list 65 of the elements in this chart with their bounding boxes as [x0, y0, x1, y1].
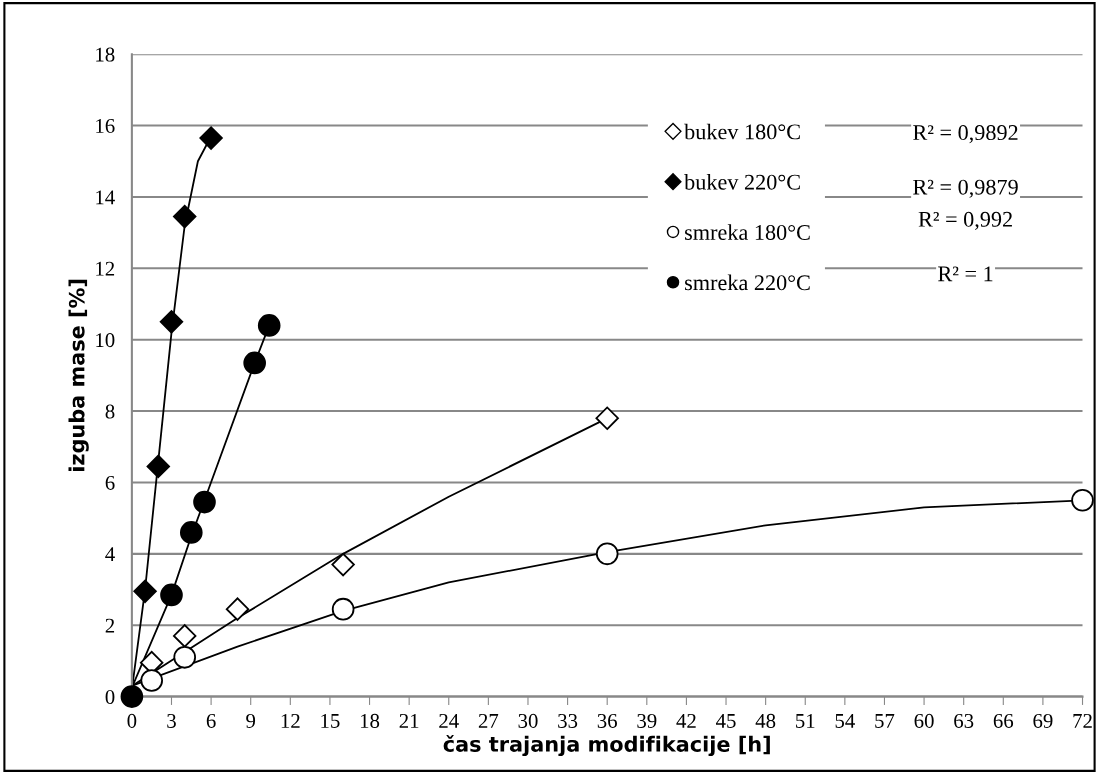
point — [172, 624, 197, 648]
annotation: R² = 0,992 — [918, 211, 1012, 230]
point — [173, 646, 197, 669]
x-tick-label: 6 — [206, 713, 216, 728]
x-tick-label: 21 — [399, 713, 419, 728]
x-axis-title: čas trajanja modifikacije [h] — [443, 734, 770, 757]
y-tick-label: 0 — [105, 689, 115, 705]
x-tick-label: 63 — [954, 713, 974, 728]
point — [179, 521, 203, 544]
x-tick-label: 24 — [439, 713, 459, 728]
legend-label: smreka 220°C — [685, 274, 810, 291]
annotation: R² = 0,9892 — [913, 125, 1018, 144]
x-tick-label: 3 — [167, 713, 176, 728]
legend-label: bukev 180°C — [684, 123, 800, 140]
point — [140, 669, 164, 692]
point — [160, 583, 183, 607]
x-tick-label: 18 — [360, 713, 380, 728]
y-tick-label: 8 — [105, 404, 115, 419]
x-tick-label: 60 — [914, 713, 934, 728]
y-tick-label: 6 — [105, 475, 115, 490]
x-tick-label: 48 — [755, 713, 776, 728]
y-tick-label: 2 — [105, 618, 115, 633]
point — [331, 597, 355, 621]
x-tick-label: 45 — [716, 714, 736, 728]
point — [172, 204, 197, 229]
point — [146, 454, 170, 479]
x-tick-label: 15 — [321, 713, 340, 728]
point — [257, 314, 281, 337]
x-tick-label: 69 — [1033, 713, 1053, 728]
point — [193, 490, 216, 514]
x-tick-label: 27 — [478, 713, 499, 728]
annotation: R² = 0,9879 — [913, 179, 1018, 198]
x-tick-label: 0 — [127, 713, 137, 728]
point — [199, 126, 223, 150]
legend-label: smreka 180°C — [685, 224, 810, 240]
point — [225, 597, 250, 621]
x-tick-label: 12 — [281, 713, 300, 728]
x-tick-label: 36 — [597, 713, 617, 728]
x-tick-label: 57 — [875, 714, 895, 728]
point — [595, 542, 619, 566]
point — [120, 685, 144, 708]
x-tick-label: 30 — [518, 713, 538, 728]
x-tick-label: 42 — [676, 713, 696, 728]
x-tick-label: 9 — [246, 713, 256, 728]
point — [243, 351, 266, 375]
point — [159, 310, 184, 334]
y-tick-label: 12 — [96, 261, 115, 276]
x-tick-label: 72 — [1073, 713, 1092, 728]
x-tick-label: 39 — [637, 713, 657, 728]
legend-label: bukev 220°C — [684, 174, 800, 190]
y-tick-label: 10 — [96, 333, 115, 348]
x-tick-label: 54 — [835, 714, 855, 728]
point — [133, 579, 157, 604]
annotation: R² = 1 — [938, 266, 993, 282]
y-tick-label: 14 — [96, 190, 115, 205]
y-tick-label: 18 — [96, 47, 115, 62]
point — [595, 406, 619, 430]
point — [1071, 488, 1094, 512]
point — [331, 552, 355, 577]
x-tick-label: 66 — [993, 713, 1014, 728]
y-axis-title: izguba mase [%] — [68, 279, 89, 471]
y-tick-label: 4 — [105, 547, 115, 562]
x-tick-label: 33 — [558, 713, 578, 728]
x-tick-label: 51 — [796, 713, 815, 728]
y-tick-label: 16 — [96, 118, 115, 133]
